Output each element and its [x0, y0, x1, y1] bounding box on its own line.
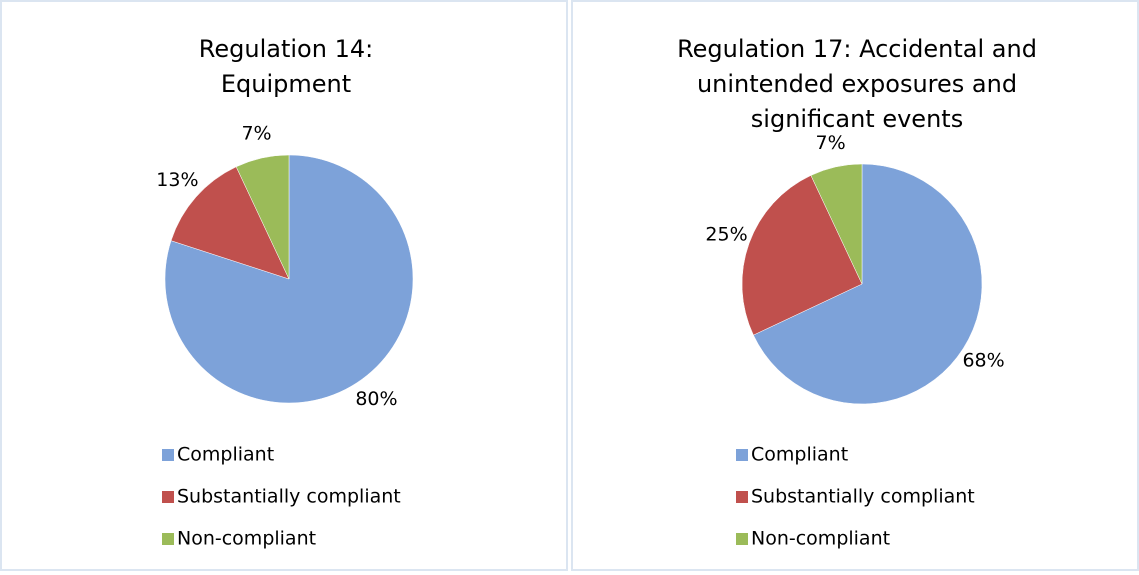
legend-label: Non-compliant [751, 528, 890, 550]
data-label: 80% [355, 388, 397, 410]
legend-label: Non-compliant [177, 528, 316, 550]
legend-label: Substantially compliant [751, 486, 975, 508]
chart-panel: Regulation 17: Accidental and unintended… [571, 0, 1139, 571]
pie-slice [741, 175, 863, 336]
legend-label: Substantially compliant [177, 486, 401, 508]
data-label: 13% [156, 169, 198, 191]
data-label: 68% [962, 350, 1004, 372]
chart: 68% 25% 7% Compliant Substantially compliant… [705, 132, 1004, 550]
legend-swatch [736, 533, 748, 545]
chart-panel: Regulation 14: Equipment 80% 13% 7% Complia… [0, 0, 568, 571]
pie-slice [235, 154, 290, 280]
pie-slice [810, 163, 863, 285]
legend-swatch [162, 449, 174, 461]
chart-title: Regulation 14: Equipment [198, 35, 374, 98]
chart-title: Regulation 17: Accidental and unintended… [677, 35, 1037, 133]
legend-swatch [162, 533, 174, 545]
data-label: 7% [241, 122, 271, 144]
legend-swatch [736, 449, 748, 461]
legend-label: Compliant [751, 444, 848, 466]
data-label: 7% [816, 132, 846, 154]
pie-slice [170, 166, 290, 280]
chart: 80% 13% 7% Compliant Substantially compliant… [156, 122, 414, 550]
pie-slice [753, 163, 983, 405]
legend-swatch [162, 491, 174, 503]
legend-swatch [736, 491, 748, 503]
legend-label: Compliant [177, 444, 274, 466]
data-label: 25% [705, 224, 747, 246]
